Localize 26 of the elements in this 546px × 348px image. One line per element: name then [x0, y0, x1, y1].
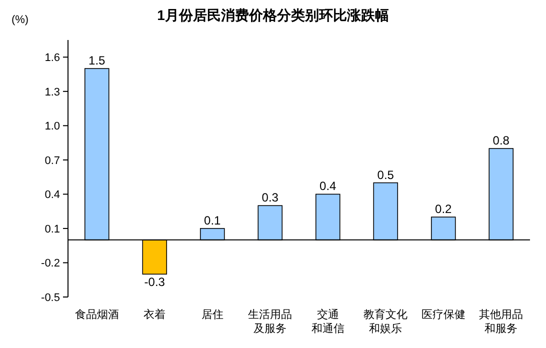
y-tick-label: 1.0 [44, 120, 60, 133]
x-tick-label: 居住 [201, 309, 224, 321]
data-label: 0.5 [377, 168, 394, 182]
y-tick-label: 0.1 [44, 223, 60, 236]
chart-title: 1月份居民消费价格分类别环比涨跌幅 [157, 7, 389, 23]
x-tick-label: 其他用品和服务 [479, 308, 524, 335]
x-tick-label: 生活用品及服务 [248, 308, 292, 335]
data-label: 0.3 [262, 190, 279, 205]
y-tick-label: 1.6 [44, 52, 60, 64]
x-tick-label: 食品烟酒 [74, 308, 119, 321]
y-tick-label: 0.7 [44, 154, 60, 167]
x-tick-label: 衣着 [144, 308, 166, 321]
x-tick-label: 医疗保健 [421, 308, 466, 321]
data-label: -0.3 [144, 275, 166, 290]
data-label: 1.5 [88, 54, 106, 68]
y-axis-title: (%) [11, 14, 29, 26]
y-tick-label: -0.2 [41, 258, 60, 270]
data-label: 0.1 [204, 213, 222, 228]
data-label: 0.8 [492, 134, 510, 148]
y-tick-label: -0.5 [41, 292, 60, 304]
x-tick-label: 教育文化和娱乐 [364, 308, 408, 335]
data-label: 0.2 [435, 202, 452, 216]
data-label: 0.4 [320, 179, 337, 194]
y-tick-label: 0.4 [44, 189, 60, 202]
x-tick-label: 交通和通信 [311, 308, 344, 335]
y-tick-label: 1.3 [44, 86, 60, 98]
